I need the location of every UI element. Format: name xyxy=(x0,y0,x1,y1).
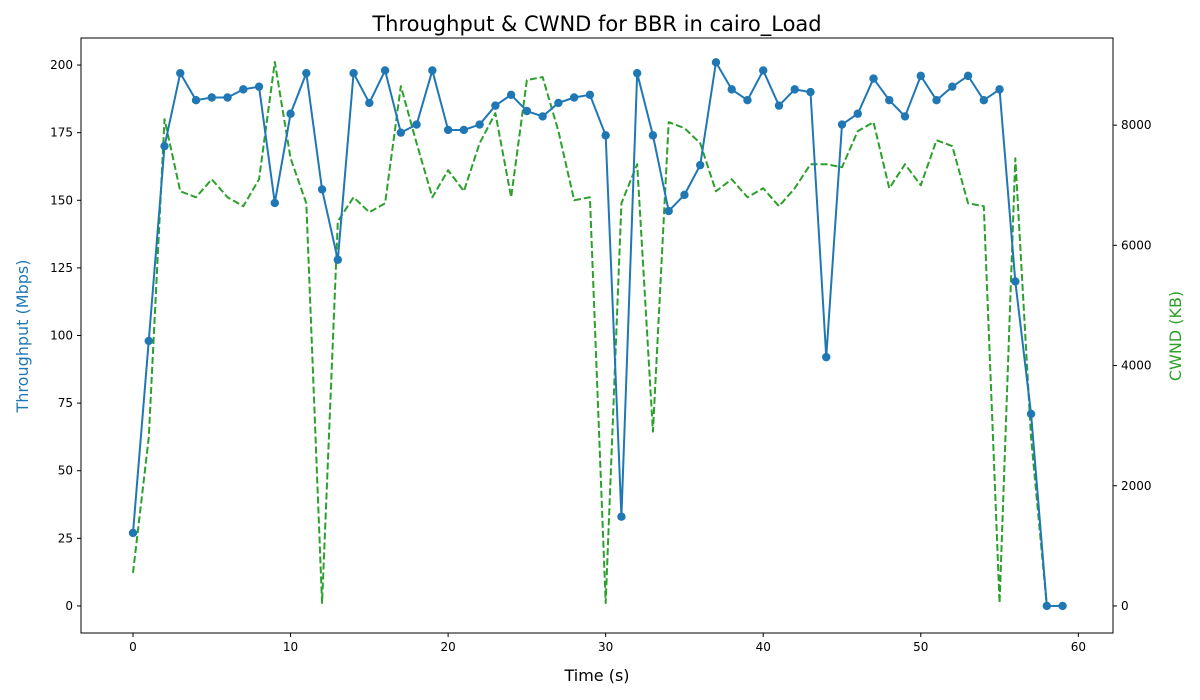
left-y-tick-label: 100 xyxy=(50,329,73,343)
throughput-point xyxy=(459,125,469,135)
throughput-point xyxy=(554,98,563,108)
throughput-point xyxy=(774,101,784,110)
throughput-point xyxy=(1011,277,1020,286)
throughput-point xyxy=(506,90,516,99)
throughput-point xyxy=(475,120,484,129)
throughput-point xyxy=(128,528,138,538)
left-y-tick-label: 200 xyxy=(50,58,73,72)
throughput-point xyxy=(853,109,862,118)
throughput-point xyxy=(948,82,957,91)
throughput-point xyxy=(412,120,421,129)
left-y-tick-label: 150 xyxy=(50,193,73,207)
throughput-point xyxy=(302,68,311,78)
throughput-point xyxy=(223,93,232,102)
throughput-point xyxy=(680,190,689,200)
left-y-tick-label: 125 xyxy=(50,261,73,275)
right-y-tick-label: 4000 xyxy=(1121,359,1152,373)
throughput-point xyxy=(727,85,736,94)
throughput-point xyxy=(601,131,610,140)
throughput-point xyxy=(380,66,390,75)
cwnd-line xyxy=(131,61,1063,607)
x-tick-label: 10 xyxy=(283,640,298,654)
right-y-tick-label: 0 xyxy=(1121,599,1129,613)
throughput-point xyxy=(916,71,925,81)
throughput-point xyxy=(286,109,295,118)
throughput-point xyxy=(711,58,721,67)
series-layer xyxy=(128,58,1067,611)
throughput-point xyxy=(254,82,264,91)
throughput-point xyxy=(176,68,185,78)
throughput-point xyxy=(1042,601,1052,611)
throughput-point xyxy=(317,185,327,194)
throughput-point xyxy=(869,74,878,83)
throughput-point xyxy=(822,352,831,362)
throughput-point xyxy=(1026,409,1036,419)
throughput-point xyxy=(160,141,169,151)
throughput-point xyxy=(837,120,847,129)
throughput-point xyxy=(963,71,973,81)
chart-title: Throughput & CWND for BBR in cairo_Load xyxy=(371,12,821,37)
throughput-point xyxy=(617,512,626,521)
left-y-axis-ticks: 0 25 50 75 100 125 150 175 200 xyxy=(50,58,81,613)
throughput-point xyxy=(428,66,437,75)
throughput-point xyxy=(239,85,248,94)
x-tick-label: 20 xyxy=(440,640,455,654)
x-tick-label: 30 xyxy=(598,640,613,654)
throughput-point xyxy=(790,85,799,94)
right-y-tick-label: 2000 xyxy=(1121,479,1152,493)
throughput-point xyxy=(743,96,752,105)
left-y-tick-label: 25 xyxy=(58,531,73,545)
throughput-point xyxy=(664,206,673,216)
left-y-tick-label: 50 xyxy=(58,464,73,478)
throughput-point xyxy=(979,96,989,105)
left-y-tick-label: 75 xyxy=(58,396,73,410)
throughput-point xyxy=(538,112,547,121)
x-tick-label: 0 xyxy=(129,640,137,654)
throughput-point xyxy=(995,85,1004,94)
throughput-point xyxy=(191,96,201,105)
right-y-axis-label: CWND (KB) xyxy=(1166,291,1185,381)
throughput-point xyxy=(696,160,705,170)
right-y-tick-label: 8000 xyxy=(1121,118,1152,132)
x-axis-label: Time (s) xyxy=(563,666,629,685)
left-y-tick-label: 0 xyxy=(65,599,73,613)
left-y-axis-label: Throughput (Mbps) xyxy=(13,260,32,414)
throughput-point xyxy=(932,96,941,105)
right-y-axis-ticks: 0 2000 4000 6000 8000 xyxy=(1113,118,1152,613)
throughput-point xyxy=(885,96,894,105)
throughput-point xyxy=(144,336,153,346)
throughput-point xyxy=(900,112,910,121)
throughput-point xyxy=(569,93,579,102)
throughput-point xyxy=(396,128,406,137)
throughput-point xyxy=(443,125,453,135)
throughput-point xyxy=(585,90,595,99)
x-tick-label: 50 xyxy=(913,640,928,654)
throughput-point xyxy=(1058,601,1067,611)
throughput-point xyxy=(365,98,374,108)
throughput-point xyxy=(632,68,642,78)
throughput-point xyxy=(207,93,216,102)
x-tick-label: 60 xyxy=(1071,640,1086,654)
throughput-point xyxy=(806,87,815,97)
x-axis-ticks: 0 10 20 30 40 50 60 xyxy=(129,633,1086,654)
left-y-tick-label: 175 xyxy=(50,126,73,140)
x-tick-label: 40 xyxy=(756,640,771,654)
throughput-point xyxy=(522,106,532,116)
throughput-point xyxy=(333,255,343,264)
throughput-point xyxy=(349,68,358,78)
throughput-point xyxy=(270,198,279,208)
throughput-line xyxy=(131,61,1063,607)
right-y-tick-label: 6000 xyxy=(1121,238,1152,252)
throughput-point xyxy=(648,131,658,140)
throughput-point xyxy=(759,66,768,75)
throughput-point xyxy=(491,101,500,110)
